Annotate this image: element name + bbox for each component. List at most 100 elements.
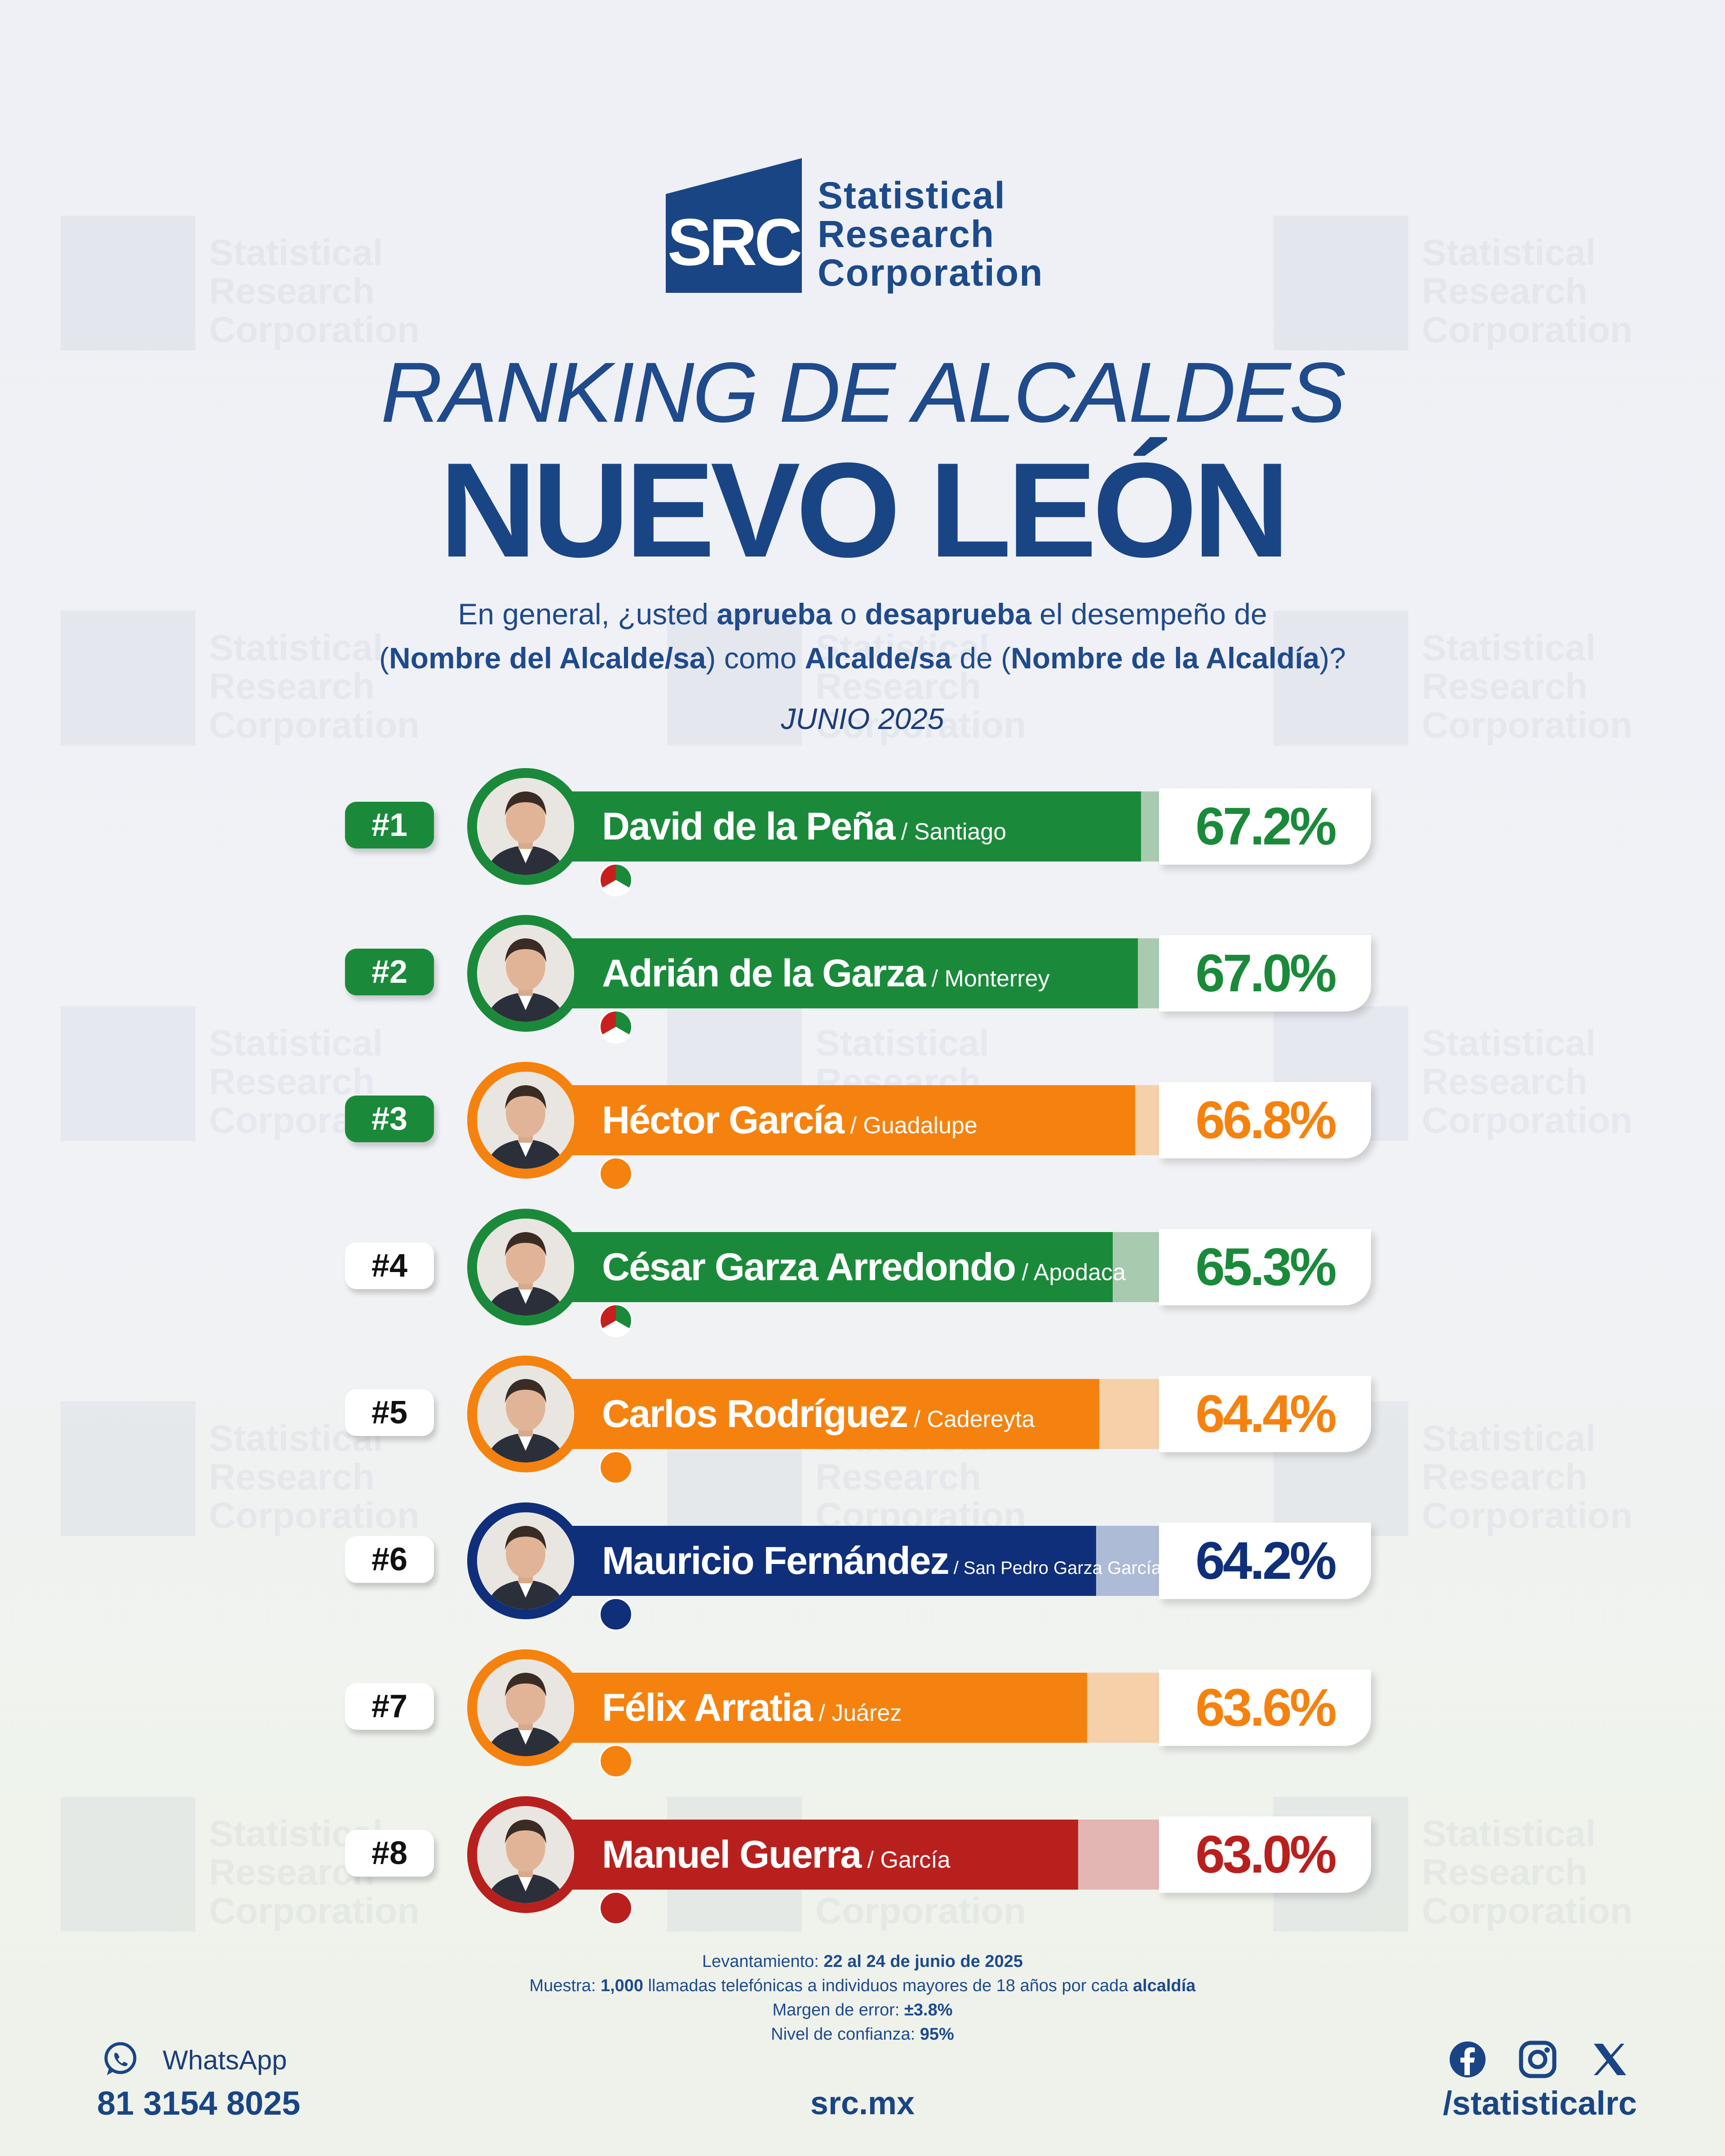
title-ranking: RANKING DE ALCALDES [380, 345, 1346, 440]
avatar [467, 1796, 584, 1913]
ranking-row: #7 Félix Arratia / Juárez 63.6% [0, 1649, 1725, 1778]
mayor-name-text: César Garza Arredondo [602, 1246, 1016, 1289]
mayor-city: / Monterrey [925, 966, 1050, 992]
mayor-name-text: Mauricio Fernández [602, 1539, 950, 1582]
logo-line-1: Statistical [818, 174, 1006, 216]
avatar [467, 1356, 584, 1472]
percent-box: 65.3% [1159, 1229, 1371, 1305]
logo-line-3: Corporation [818, 252, 1044, 294]
bar-remainder [1099, 1379, 1159, 1449]
avatar [467, 768, 584, 885]
avatar [467, 915, 584, 1032]
avatar [467, 1502, 584, 1619]
mayor-city: / Cadereyta [907, 1406, 1035, 1432]
rank-badge: #2 [345, 949, 434, 995]
bar-fill [526, 791, 1141, 862]
instagram-icon[interactable] [1517, 2039, 1558, 2080]
percent-value: 64.4% [1195, 1384, 1337, 1444]
ranking-row: #5 Carlos Rodríguez / Cadereyta 64.4% [0, 1356, 1725, 1484]
mayor-city: / San Pedro Garza García [948, 1558, 1162, 1578]
mayor-city: / Apodaca [1015, 1259, 1126, 1286]
bar [526, 1673, 1159, 1743]
mayor-city: / Guadalupe [844, 1113, 978, 1139]
bar [526, 1232, 1159, 1302]
src-logo-name: Statistical Research Corporation [818, 176, 1044, 292]
rank-badge: #5 [345, 1389, 434, 1436]
src-logo-text: SRC [668, 205, 801, 279]
percent-value: 66.8% [1195, 1091, 1337, 1150]
mayor-name: Adrián de la Garza / Monterrey [602, 938, 1050, 1008]
percent-value: 67.0% [1195, 944, 1337, 1003]
mc-logo-icon [599, 1745, 632, 1778]
bar-remainder [1087, 1673, 1159, 1743]
ranking-row: #3 Héctor García / Guadalupe 66.8% [0, 1062, 1725, 1190]
ranking-row: #8 Manuel Guerra / García 63.0% [0, 1796, 1725, 1925]
bar-remainder [1141, 791, 1159, 862]
bar-fill [526, 1232, 1113, 1302]
whatsapp-icon[interactable] [102, 2041, 138, 2077]
x-icon[interactable] [1589, 2039, 1630, 2080]
bar-remainder [1135, 1085, 1159, 1155]
mayor-name: Manuel Guerra / García [602, 1820, 951, 1890]
mayor-name: Mauricio Fernández / San Pedro Garza Gar… [602, 1526, 1161, 1596]
percent-box: 64.4% [1159, 1376, 1371, 1452]
mayor-name-text: David de la Peña [602, 805, 896, 848]
mayor-name: César Garza Arredondo / Apodaca [602, 1232, 1126, 1302]
social-handle[interactable]: /statisticalrc [1443, 2085, 1637, 2122]
mc-logo-icon [599, 1451, 632, 1484]
avatar [467, 1062, 584, 1179]
mayor-name-text: Adrián de la Garza [602, 952, 926, 995]
bar [526, 1526, 1159, 1596]
mayor-name: Carlos Rodríguez / Cadereyta [602, 1379, 1035, 1449]
ranking-row: #2 Adrián de la Garza / Monterrey 67.0% [0, 915, 1725, 1043]
methodology-notes: Levantamiento: 22 al 24 de junio de 2025… [529, 1952, 1196, 2044]
bar-fill [526, 1085, 1135, 1155]
website-link[interactable]: src.mx [810, 2085, 915, 2121]
pri-logo-icon [599, 1010, 632, 1043]
bar-remainder [1138, 938, 1159, 1008]
logo-line-2: Research [818, 213, 995, 255]
mayor-name: David de la Peña / Santiago [602, 791, 1006, 862]
percent-value: 64.2% [1195, 1531, 1337, 1590]
bar-fill [526, 1820, 1078, 1890]
bar-fill [526, 1526, 1096, 1596]
pri-logo-icon [599, 863, 632, 897]
percent-box: 63.6% [1159, 1670, 1371, 1746]
mayor-name-text: Carlos Rodríguez [602, 1392, 908, 1436]
mayor-name-text: Héctor García [602, 1099, 845, 1142]
mc-logo-icon [599, 1157, 632, 1190]
rank-badge: #3 [345, 1096, 434, 1142]
rank-badge: #8 [345, 1830, 434, 1877]
ranking-row: #4 César Garza Arredondo / Apodaca 65.3% [0, 1209, 1725, 1337]
percent-box: 63.0% [1159, 1816, 1371, 1893]
bar-remainder [1078, 1820, 1159, 1890]
whatsapp-number[interactable]: 81 3154 8025 [97, 2085, 301, 2122]
mayor-city: / García [861, 1847, 951, 1873]
mayor-name: Félix Arratia / Juárez [602, 1673, 902, 1743]
percent-value: 67.2% [1195, 797, 1337, 856]
mayor-name-text: Manuel Guerra [602, 1833, 862, 1876]
morena-logo-icon [599, 1891, 632, 1925]
pan-logo-icon [599, 1598, 632, 1631]
percent-value: 63.0% [1195, 1825, 1337, 1884]
mayor-city: / Juárez [812, 1700, 902, 1726]
facebook-icon[interactable] [1447, 2039, 1488, 2080]
mayor-city: / Santiago [894, 819, 1007, 845]
bar-remainder [1096, 1526, 1159, 1596]
bar-remainder [1112, 1232, 1159, 1302]
bar [526, 1085, 1159, 1155]
title-state: NUEVO LEÓN [439, 434, 1290, 585]
